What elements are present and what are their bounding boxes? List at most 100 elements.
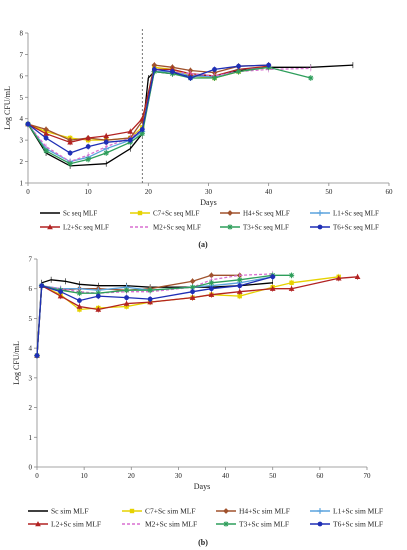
legend-item: T3+Sc sim MLF bbox=[216, 520, 289, 529]
data-point bbox=[127, 128, 134, 134]
legend-label: T3+Sc sim MLF bbox=[239, 520, 289, 529]
x-tick-label: 0 bbox=[35, 472, 39, 480]
y-tick-label: 6 bbox=[20, 72, 24, 80]
x-tick-label: 70 bbox=[364, 472, 372, 480]
y-tick-label: 7 bbox=[20, 51, 24, 59]
legend-swatch-marker bbox=[317, 521, 323, 527]
data-point bbox=[139, 127, 145, 132]
data-point bbox=[103, 150, 109, 156]
legend-label: Sc sim MLF bbox=[51, 507, 89, 516]
y-tick-label: 7 bbox=[29, 256, 33, 264]
legend-swatch-marker bbox=[35, 521, 41, 527]
y-tick-label: 2 bbox=[29, 404, 33, 412]
data-point bbox=[169, 69, 175, 74]
x-axis-label: Days bbox=[200, 198, 216, 207]
legend-item: M2+Sc seq MLF bbox=[130, 224, 201, 232]
data-point bbox=[34, 353, 40, 358]
data-point bbox=[127, 137, 133, 143]
y-tick-label: 4 bbox=[20, 115, 24, 123]
series-line bbox=[36, 279, 273, 356]
data-point bbox=[151, 67, 157, 72]
data-point bbox=[151, 62, 158, 69]
x-tick-label: 40 bbox=[222, 472, 230, 480]
data-point bbox=[208, 272, 215, 279]
data-point bbox=[147, 287, 153, 293]
data-point bbox=[103, 139, 109, 145]
data-point bbox=[67, 139, 73, 145]
data-point bbox=[237, 283, 243, 289]
data-point bbox=[208, 280, 215, 286]
data-point bbox=[236, 63, 242, 69]
series-line bbox=[36, 274, 292, 356]
legend-item: Sc sim MLF bbox=[28, 507, 89, 516]
legend-swatch-marker bbox=[317, 210, 323, 216]
data-point bbox=[95, 293, 101, 299]
series-1 bbox=[34, 273, 341, 359]
legend-label: M2+Sc sim MLF bbox=[145, 520, 197, 529]
series-5 bbox=[36, 270, 274, 359]
legend-label: C7+Sc sim MLF bbox=[145, 507, 196, 516]
legend-item: H4+Sc seq MLF bbox=[220, 210, 290, 218]
legend-label: L2+Sc seq MLF bbox=[63, 224, 109, 232]
data-point bbox=[67, 150, 73, 156]
data-point bbox=[211, 75, 218, 81]
data-point bbox=[189, 294, 196, 300]
legend-item: T6+Sc seq MLF bbox=[310, 224, 379, 232]
data-point bbox=[289, 280, 294, 285]
legend-item: C7+Sc seq MLF bbox=[130, 210, 199, 218]
data-point bbox=[95, 306, 102, 312]
y-tick-label: 1 bbox=[29, 434, 33, 442]
x-tick-label: 40 bbox=[265, 188, 273, 196]
data-point bbox=[189, 278, 196, 285]
series-line bbox=[36, 276, 358, 356]
data-point bbox=[103, 132, 110, 139]
data-point bbox=[123, 300, 130, 306]
data-point bbox=[25, 121, 31, 127]
y-axis-label: Log CFU/mL bbox=[3, 86, 12, 130]
legend-item: T3+Sc seq MLF bbox=[220, 224, 289, 232]
legend-swatch-marker bbox=[227, 210, 233, 216]
data-point bbox=[123, 287, 130, 293]
chart-panel-b: 0 10 20 30 40 50 60 70 0 1 2 3 4 5 6 7 Days Log CFU/mL Sc … bbox=[12, 256, 383, 548]
legend-swatch-marker bbox=[317, 224, 323, 230]
data-point bbox=[270, 274, 276, 280]
data-point bbox=[335, 275, 342, 281]
x-tick-label: 30 bbox=[175, 472, 183, 480]
data-point bbox=[308, 75, 314, 81]
y-tick-label: 5 bbox=[29, 315, 33, 323]
series-6 bbox=[34, 272, 295, 359]
data-point bbox=[208, 291, 215, 297]
x-tick-label: 50 bbox=[325, 188, 333, 196]
data-point bbox=[235, 68, 242, 75]
legend-item: L2+Sc seq MLF bbox=[40, 224, 109, 232]
chart-panel-a: 0 10 20 30 40 50 60 1 2 3 4 5 6 7 8 Days Log CFU/mL Sc se… bbox=[3, 29, 393, 249]
data-point bbox=[188, 75, 193, 81]
data-point bbox=[57, 293, 64, 299]
data-point bbox=[147, 296, 153, 302]
data-point bbox=[58, 289, 63, 295]
x-tick-label: 20 bbox=[128, 472, 136, 480]
legend-swatch-marker bbox=[47, 224, 53, 230]
data-point bbox=[266, 62, 272, 68]
x-tick-label: 0 bbox=[26, 188, 30, 196]
legend-label: L1+Sc sim MLF bbox=[333, 507, 383, 516]
data-point bbox=[237, 277, 243, 283]
legend-item: L1+Sc seq MLF bbox=[310, 210, 379, 218]
x-tick-label: 60 bbox=[316, 472, 324, 480]
legend-item: H4+Sc sim MLF bbox=[216, 507, 290, 516]
data-point bbox=[354, 273, 361, 280]
x-tick-label: 20 bbox=[145, 188, 153, 196]
legend-item: L2+Sc sim MLF bbox=[28, 520, 101, 529]
data-point bbox=[85, 144, 91, 149]
x-tick-label: 10 bbox=[85, 188, 93, 196]
legend-label: L2+Sc sim MLF bbox=[51, 520, 101, 529]
panel-label: (b) bbox=[198, 538, 208, 547]
y-tick-label: 5 bbox=[20, 94, 24, 102]
x-tick-label: 10 bbox=[81, 472, 89, 480]
y-tick-label: 4 bbox=[29, 345, 33, 353]
data-point bbox=[288, 272, 295, 278]
legend-label: T3+Sc seq MLF bbox=[243, 224, 289, 232]
series-line bbox=[36, 276, 273, 356]
data-point bbox=[43, 126, 49, 133]
